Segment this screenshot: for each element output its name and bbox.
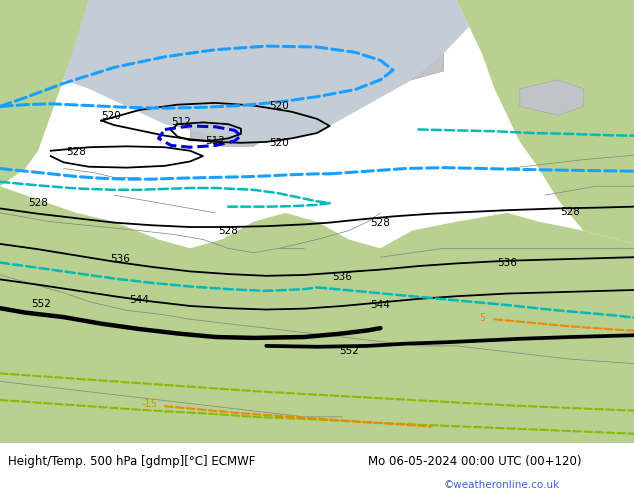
Text: 536: 536	[332, 272, 353, 282]
Polygon shape	[165, 71, 317, 124]
Text: 528: 528	[66, 147, 86, 157]
Polygon shape	[190, 120, 266, 147]
Text: 520: 520	[269, 100, 289, 111]
Polygon shape	[0, 0, 89, 186]
Text: 552: 552	[31, 299, 51, 309]
Text: 528: 528	[28, 198, 48, 208]
Text: 520: 520	[101, 111, 121, 121]
Text: 528: 528	[218, 226, 238, 237]
Text: Mo 06-05-2024 00:00 UTC (00+120): Mo 06-05-2024 00:00 UTC (00+120)	[368, 455, 581, 467]
Text: 544: 544	[129, 295, 150, 305]
Text: 528: 528	[370, 218, 391, 228]
Polygon shape	[63, 0, 469, 142]
Text: 536: 536	[110, 254, 131, 264]
Polygon shape	[0, 186, 634, 443]
Text: -15: -15	[141, 398, 157, 409]
Polygon shape	[380, 44, 444, 80]
Text: 520: 520	[269, 138, 289, 148]
Text: 544: 544	[370, 300, 391, 310]
Polygon shape	[456, 0, 634, 244]
Text: Height/Temp. 500 hPa [gdmp][°C] ECMWF: Height/Temp. 500 hPa [gdmp][°C] ECMWF	[8, 455, 255, 467]
Text: 512: 512	[171, 117, 191, 127]
Text: 5: 5	[479, 313, 485, 322]
Text: 512: 512	[205, 136, 226, 146]
Text: 536: 536	[497, 258, 517, 269]
Text: ©weatheronline.co.uk: ©weatheronline.co.uk	[444, 480, 560, 490]
Text: 528: 528	[560, 207, 581, 217]
Text: 552: 552	[339, 346, 359, 356]
Polygon shape	[520, 80, 583, 115]
